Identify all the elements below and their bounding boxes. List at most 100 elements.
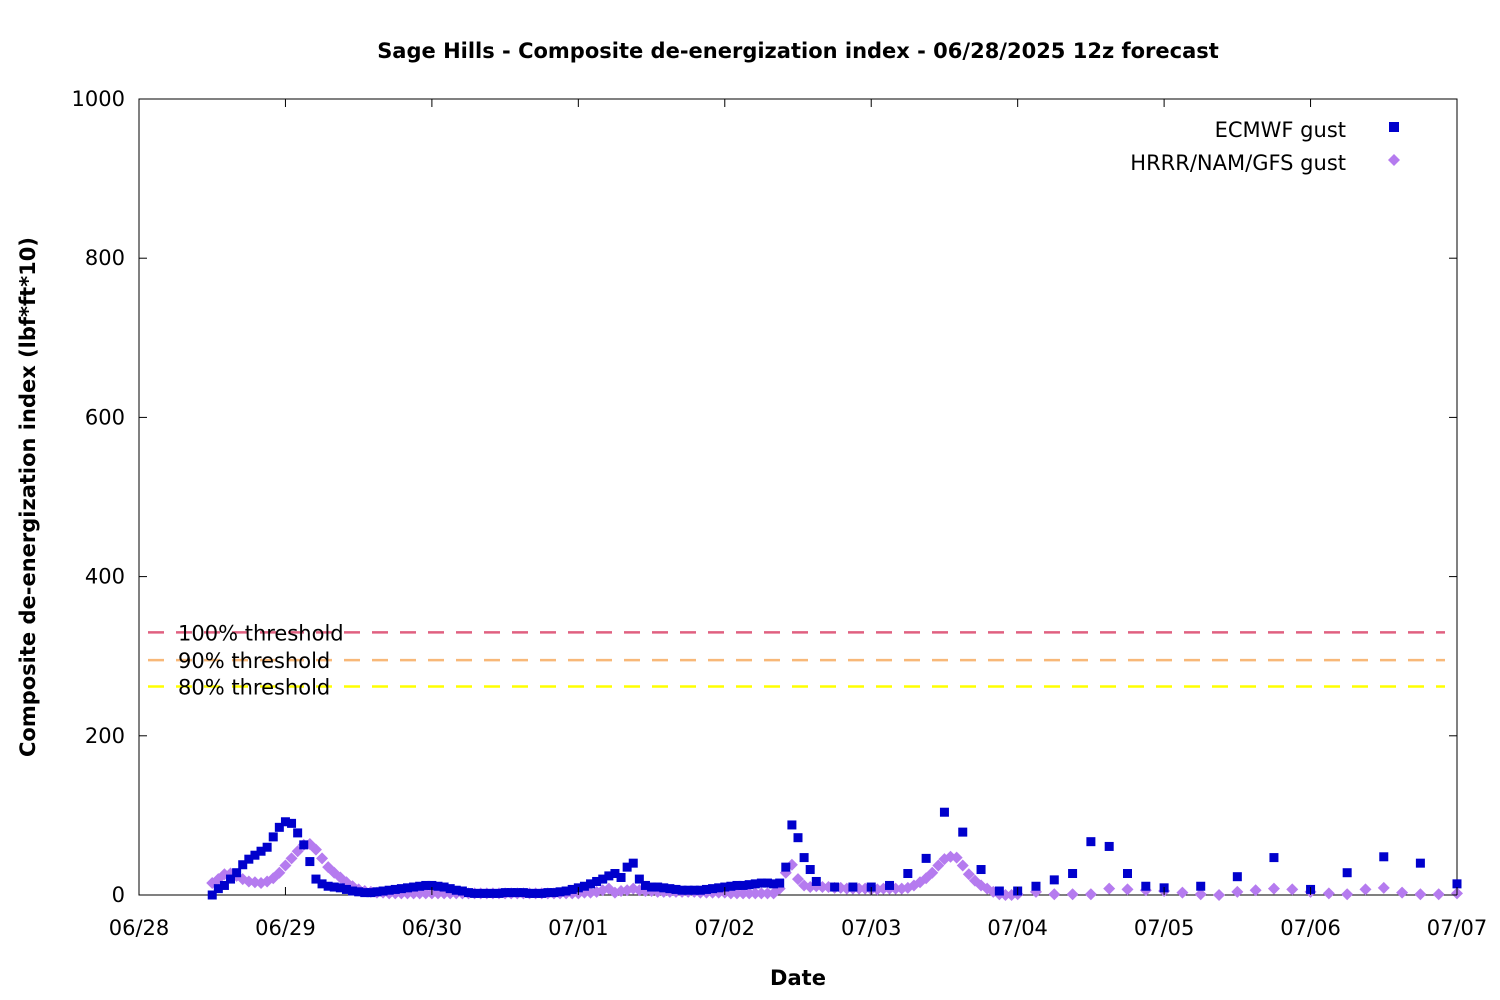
- data-point: [1103, 882, 1116, 895]
- data-point: [262, 842, 272, 852]
- data-point: [932, 859, 945, 872]
- data-point: [805, 865, 815, 875]
- data-point: [1342, 868, 1352, 878]
- data-point: [1322, 887, 1335, 900]
- data-point: [701, 884, 711, 894]
- data-point: [962, 868, 975, 881]
- data-point: [622, 862, 632, 872]
- data-point: [738, 880, 748, 890]
- data-point: [830, 882, 840, 892]
- data-point: [755, 887, 768, 900]
- data-point: [555, 887, 565, 897]
- threshold-label: 100% threshold: [178, 621, 344, 645]
- data-point: [976, 865, 986, 875]
- y-axis: 0 200 400 600 800 1000: [72, 87, 1457, 907]
- data-point: [366, 888, 376, 898]
- data-point: [561, 886, 571, 896]
- x-tick-label: 06/29: [255, 916, 316, 940]
- legend: ECMWF gust HRRR/NAM/GFS gust: [1130, 118, 1400, 175]
- data-point: [761, 887, 774, 900]
- data-point: [512, 888, 522, 898]
- data-point: [1359, 883, 1372, 896]
- plot-frame: [138, 98, 1458, 896]
- data-point: [464, 888, 473, 898]
- data-point: [1084, 888, 1097, 901]
- data-point: [958, 827, 968, 837]
- data-point: [750, 879, 760, 889]
- data-point: [1123, 869, 1132, 879]
- data-point: [756, 878, 766, 888]
- data-point: [415, 881, 425, 891]
- data-point: [737, 887, 750, 900]
- data-point: [268, 832, 278, 842]
- data-point: [494, 888, 504, 898]
- data-point: [299, 840, 309, 850]
- data-point: [273, 866, 286, 879]
- data-point: [647, 882, 657, 892]
- data-point: [226, 874, 236, 884]
- data-point: [671, 884, 681, 894]
- legend-label-ecmwf: ECMWF gust: [1215, 118, 1346, 142]
- data-point: [885, 880, 895, 890]
- data-point: [653, 882, 663, 892]
- data-point: [285, 852, 298, 865]
- data-point: [1196, 881, 1206, 891]
- data-point: [476, 888, 486, 898]
- data-point: [372, 887, 382, 897]
- data-point: [848, 882, 858, 892]
- data-point: [610, 869, 620, 879]
- data-point: [1031, 881, 1041, 891]
- data-point: [1049, 875, 1059, 885]
- data-point: [659, 883, 669, 893]
- data-point: [1341, 888, 1354, 901]
- data-point: [1269, 853, 1279, 863]
- data-point: [305, 857, 315, 867]
- data-point: [628, 858, 638, 868]
- data-point: [769, 879, 779, 889]
- data-point: [762, 878, 772, 888]
- threshold-label: 80% threshold: [178, 675, 330, 699]
- data-point: [811, 876, 821, 886]
- data-point: [354, 887, 364, 897]
- data-point: [280, 817, 290, 827]
- data-point: [329, 882, 339, 892]
- data-point: [950, 851, 963, 864]
- data-point: [1377, 881, 1390, 894]
- data-point: [543, 888, 553, 898]
- data-point: [787, 820, 797, 830]
- data-point: [317, 879, 327, 889]
- data-point: [213, 884, 223, 894]
- x-tick-label: 07/02: [695, 916, 756, 940]
- y-tick-label: 0: [112, 883, 125, 907]
- data-point: [665, 884, 675, 894]
- data-point: [939, 807, 949, 817]
- data-point: [1213, 889, 1226, 901]
- data-point: [677, 885, 687, 895]
- data-point: [726, 881, 736, 891]
- data-point: [781, 862, 791, 872]
- x-tick-label: 06/28: [109, 916, 170, 940]
- data-point: [488, 888, 498, 898]
- y-tick-label: 200: [85, 724, 125, 748]
- chart-title: Sage Hills - Composite de-energization i…: [377, 39, 1219, 63]
- data-point: [279, 859, 292, 872]
- legend-label-hrrr: HRRR/NAM/GFS gust: [1130, 151, 1346, 175]
- data-point: [1121, 883, 1134, 896]
- data-point: [921, 853, 931, 863]
- data-point: [743, 887, 756, 900]
- data-point: [792, 873, 804, 886]
- data-point: [744, 880, 754, 890]
- data-point: [238, 860, 248, 870]
- data-point: [683, 885, 693, 895]
- threshold-label: 90% threshold: [178, 649, 330, 673]
- x-tick-label: 07/05: [1134, 916, 1195, 940]
- y-tick-label: 400: [85, 565, 125, 589]
- data-point: [378, 886, 388, 896]
- data-point: [335, 883, 345, 893]
- data-point: [232, 868, 242, 878]
- data-point: [256, 846, 266, 856]
- data-point: [287, 818, 297, 828]
